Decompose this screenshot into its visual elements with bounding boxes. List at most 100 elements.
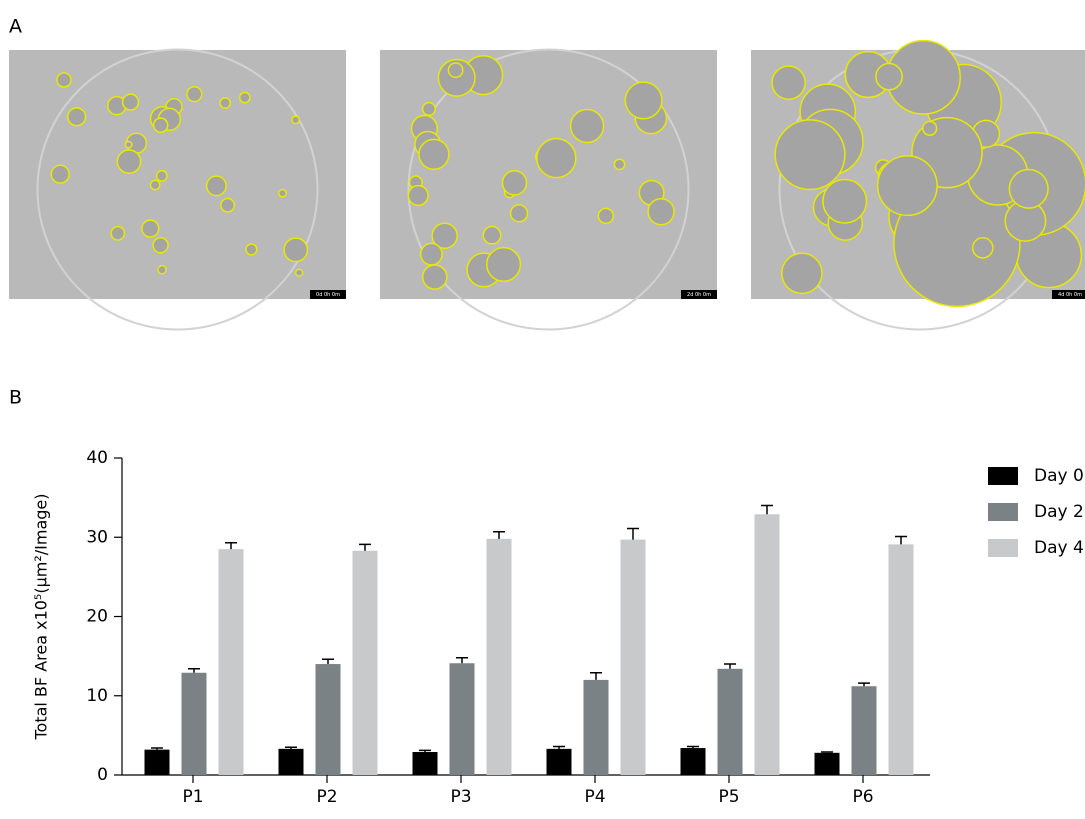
organoid [117, 150, 140, 173]
organoid [154, 118, 168, 132]
bar [450, 663, 475, 775]
error-bar [456, 658, 468, 664]
y-tick-label: 10 [86, 686, 108, 706]
timestamp: 2d 0h 0m [687, 292, 711, 298]
error-bar [724, 664, 736, 669]
organoid [487, 248, 521, 282]
organoid [878, 156, 937, 215]
error-bar [151, 748, 163, 750]
organoid [296, 269, 303, 276]
bar [219, 549, 244, 775]
bar [487, 539, 512, 775]
legend-swatch [988, 467, 1018, 485]
organoid [158, 266, 166, 274]
error-bar [419, 750, 431, 752]
error-bar [493, 532, 505, 539]
organoid [284, 238, 307, 261]
bar [755, 514, 780, 775]
bar [718, 669, 743, 775]
error-bar [553, 746, 565, 748]
error-bar [858, 683, 870, 686]
micrograph: 0d 0h 0m [9, 50, 346, 330]
micrograph: 4d 0h 0m [751, 41, 1085, 330]
error-bar [761, 506, 773, 515]
bar [182, 673, 207, 775]
organoid [537, 139, 576, 178]
x-tick-label: P4 [584, 787, 605, 807]
organoid [207, 176, 226, 195]
organoid [111, 227, 124, 240]
bar [279, 749, 304, 775]
bar [547, 749, 572, 775]
x-tick-label: P2 [316, 787, 337, 807]
organoid [775, 120, 845, 190]
organoid [625, 82, 662, 119]
organoid [51, 165, 69, 183]
organoid [221, 198, 234, 211]
organoid [614, 159, 624, 169]
bar [815, 753, 840, 775]
error-bar [225, 543, 237, 549]
legend-label: Day 0 [1034, 466, 1084, 486]
x-tick-label: P3 [450, 787, 471, 807]
error-bar [188, 669, 200, 673]
bar [145, 750, 170, 775]
organoid [973, 238, 993, 258]
organoid [408, 186, 428, 206]
bar [681, 748, 706, 775]
organoid [1009, 169, 1048, 208]
bar [413, 752, 438, 775]
organoid [187, 87, 202, 102]
organoid [598, 208, 613, 223]
y-tick-label: 30 [86, 527, 108, 547]
y-tick-label: 40 [86, 448, 108, 468]
x-tick-label: P6 [852, 787, 873, 807]
organoid [279, 189, 286, 196]
bar [353, 551, 378, 775]
organoid [240, 92, 250, 102]
micrograph: 2d 0h 0m [380, 50, 717, 330]
y-tick-label: 20 [86, 607, 108, 627]
organoid [419, 139, 449, 169]
organoid [123, 94, 139, 110]
panel-label: B [9, 387, 22, 409]
legend-swatch [988, 503, 1018, 521]
error-bar [590, 673, 602, 680]
legend-swatch [988, 539, 1018, 557]
bar [316, 664, 341, 775]
organoid [876, 64, 902, 90]
error-bar [359, 544, 371, 550]
organoid [423, 265, 447, 289]
organoid [153, 238, 168, 253]
error-bar [821, 752, 833, 753]
error-bar [687, 746, 699, 748]
error-bar [285, 747, 297, 749]
y-tick-label: 0 [97, 765, 108, 785]
organoid [246, 244, 257, 255]
organoid [448, 63, 462, 77]
error-bar [627, 529, 639, 540]
timestamp: 0d 0h 0m [316, 292, 340, 298]
organoid [421, 243, 443, 265]
error-bar [322, 659, 334, 664]
organoid [502, 171, 526, 195]
organoid [483, 227, 500, 244]
bar [889, 544, 914, 775]
bar [584, 680, 609, 775]
legend-label: Day 2 [1034, 502, 1084, 522]
timestamp: 4d 0h 0m [1058, 292, 1082, 298]
bar [852, 686, 877, 775]
organoid [511, 205, 528, 222]
organoid [648, 199, 674, 225]
organoid [782, 253, 822, 293]
bar [621, 540, 646, 775]
error-bar [895, 536, 907, 544]
organoid [823, 179, 866, 222]
organoid [571, 110, 604, 143]
organoid [423, 103, 436, 116]
organoid [142, 220, 159, 237]
organoid [157, 171, 167, 181]
organoid [220, 98, 230, 108]
organoid [68, 108, 86, 126]
image-row: 0d 0h 0m 2d 0h 0m 4d 0h 0m [9, 41, 1085, 330]
